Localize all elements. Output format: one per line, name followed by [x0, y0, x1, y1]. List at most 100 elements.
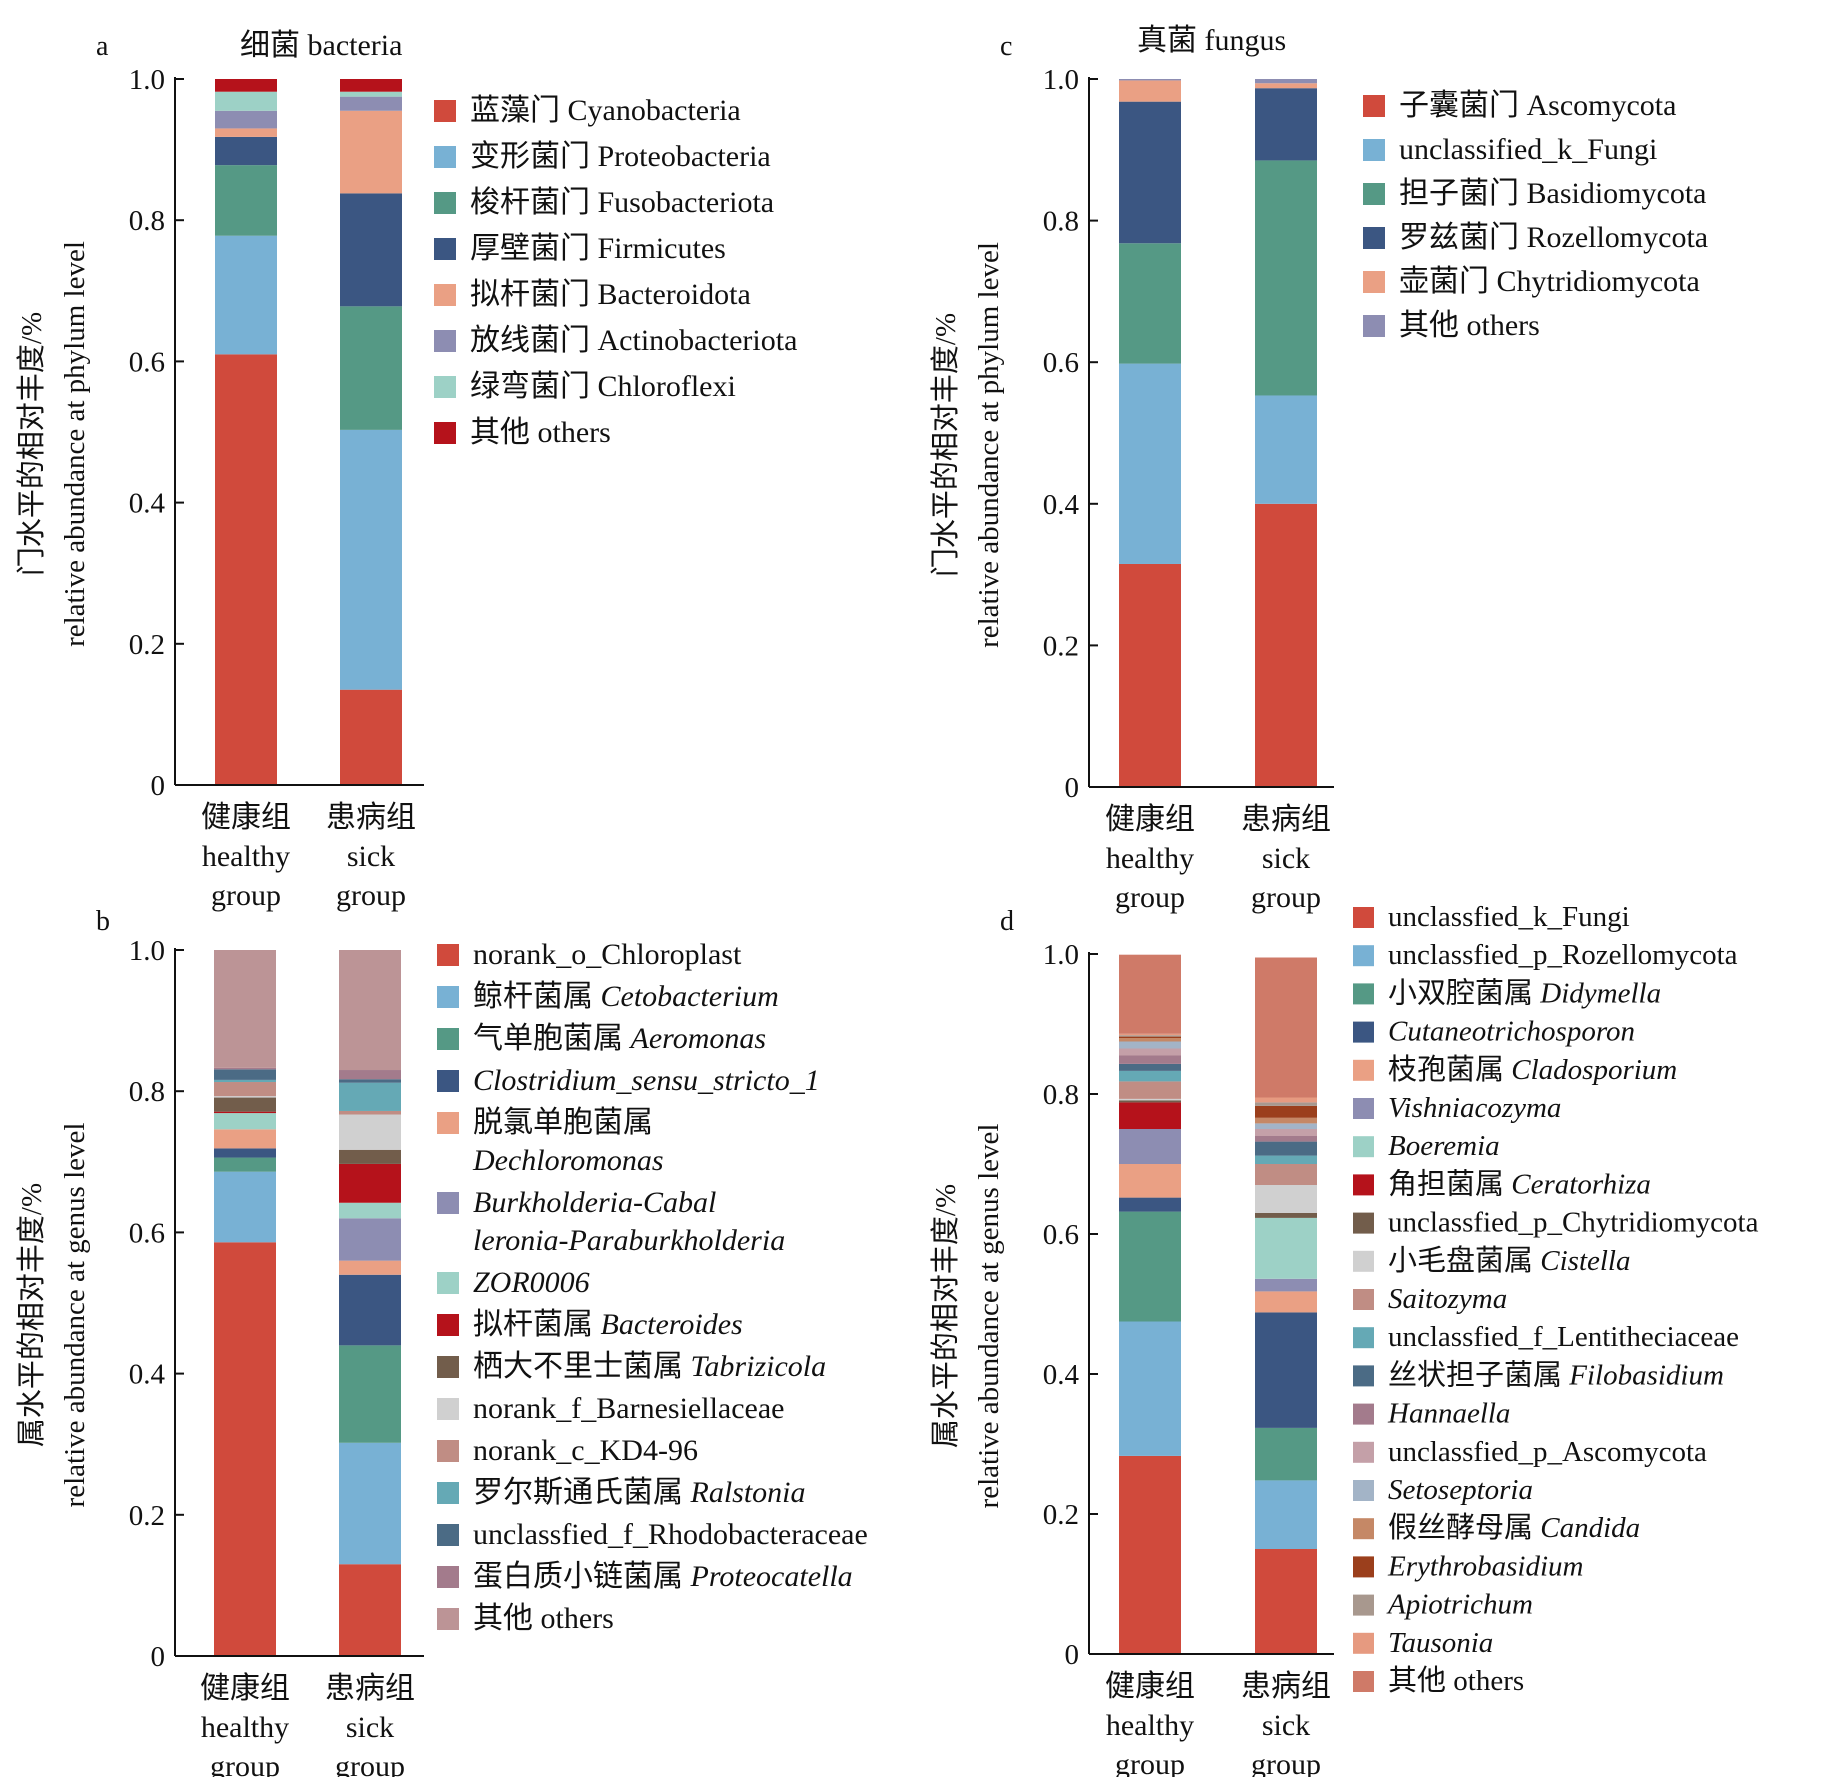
x-tick-label: 健康组 [200, 1672, 290, 1705]
bar-segment [340, 91, 402, 97]
legend-item: 丝状担子菌属 Filobasidium [1353, 1358, 1724, 1391]
legend-label-gap [683, 1560, 691, 1593]
legend-item: 担子菌门 Basidiomycota [1363, 177, 1706, 210]
bar-segment [1255, 957, 1317, 1098]
x-tick-label: sick [346, 1711, 394, 1744]
legend-label-en: Setoseptoria [1388, 1474, 1533, 1506]
y-tick-label: 0.8 [1043, 1079, 1079, 1111]
legend-item: Hannaella [1353, 1398, 1510, 1430]
legend-swatch [1353, 1059, 1374, 1081]
legend-label-en: Cutaneotrichosporon [1388, 1016, 1635, 1048]
bar-segment [1255, 1480, 1317, 1549]
legend-swatch [1353, 1289, 1374, 1310]
legend-label: 脱氯单胞菌属 [473, 1106, 653, 1139]
legend-label-en: unclassfied_f_Lentitheciaceae [1388, 1321, 1739, 1353]
legend-label: Vishniacozyma [1388, 1092, 1561, 1124]
legend-label-cn: 放线菌门 [470, 324, 590, 357]
legend-label: Burkholderia-Cabal [473, 1186, 716, 1219]
legend-label-en: unclassfied_p_Rozellomycota [1388, 939, 1738, 971]
legend-label-cn: 担子菌门 [1399, 177, 1519, 210]
x-tick-label: group [211, 879, 281, 912]
bar-segment [1255, 1312, 1317, 1428]
y-tick-label: 1.0 [1043, 939, 1079, 971]
y-tick-label: 1.0 [129, 935, 165, 967]
x-tick-label: group [336, 879, 406, 912]
legend-item: Boeremia [1353, 1130, 1500, 1162]
bar-segment [1255, 1278, 1317, 1292]
legend-label-en: Fusobacteriota [598, 186, 775, 219]
legend-label: 鲸杆菌属 Cetobacterium [473, 980, 779, 1013]
legend-label: Erythrobasidium [1387, 1550, 1583, 1582]
bar-segment [339, 1079, 401, 1083]
legend-item: unclassfied_k_Fungi [1353, 901, 1630, 933]
legend-label: unclassfied_p_Ascomycota [1388, 1436, 1707, 1468]
legend-swatch [434, 146, 456, 168]
bar-segment [1119, 1197, 1181, 1212]
legend-label: Tausonia [1388, 1627, 1493, 1659]
legend-swatch [434, 192, 456, 214]
bar-segment [1119, 79, 1181, 81]
bar-segment [1119, 243, 1181, 364]
legend-item: ZOR0006 [437, 1266, 590, 1299]
legend-swatch [1353, 1174, 1374, 1196]
legend-label-gap [1562, 1359, 1569, 1391]
legend-label-en: Saitozyma [1388, 1283, 1507, 1315]
y-tick-label: 0.2 [129, 629, 165, 661]
bar-segment [339, 1274, 401, 1346]
legend-item: Saitozyma [1353, 1283, 1507, 1315]
x-tick-label: group [1115, 1748, 1185, 1777]
legend-label: 枝孢菌属 Cladosporium [1388, 1053, 1677, 1086]
legend-label-en: Ascomycota [1527, 89, 1677, 122]
legend-swatch [1353, 1212, 1374, 1234]
legend-label-cn: 丝状担子菌属 [1388, 1358, 1562, 1391]
bar-segment [215, 235, 277, 355]
legend-swatch [1363, 139, 1385, 161]
bar-segment [1119, 1129, 1181, 1164]
y-tick-label: 0 [151, 1641, 166, 1673]
legend-swatch [434, 422, 456, 444]
bar-segment [340, 96, 402, 111]
legend-swatch [437, 1112, 459, 1134]
legend-label: Saitozyma [1388, 1283, 1507, 1315]
legend-label-en: Firmicutes [598, 232, 726, 265]
bar-segment [339, 1163, 401, 1203]
legend-swatch [1353, 1327, 1374, 1349]
y-tick-label: 0 [1065, 772, 1080, 804]
bar-segment [1255, 1427, 1317, 1481]
y-tick-label: 0.6 [1043, 1219, 1079, 1251]
legend-label-en: Apiotrichum [1386, 1589, 1533, 1621]
legend-label: 其他 others [1399, 309, 1540, 342]
legend-label-gap [1533, 1245, 1540, 1277]
legend-label-cn: 拟杆菌属 [473, 1308, 593, 1341]
bar-segment [215, 165, 277, 236]
legend-label: 拟杆菌属 Bacteroides [473, 1308, 743, 1341]
legend-swatch [437, 1524, 459, 1546]
legend-swatch [1353, 1098, 1374, 1119]
legend-label-en: Hannaella [1387, 1398, 1510, 1430]
legend-item: 壶菌门 Chytridiomycota [1363, 265, 1700, 298]
legend-label-en: Clostridium_sensu_stricto_1 [473, 1064, 820, 1097]
bar-segment [214, 1113, 276, 1130]
legend-item: 小双腔菌属 Didymella [1353, 976, 1661, 1009]
bar-segment [339, 1082, 401, 1111]
y-axis-label: relative abundance at genus level [59, 1123, 91, 1508]
bar-segment [1255, 1097, 1317, 1103]
legend-item: 放线菌门 Actinobacteriota [434, 324, 797, 357]
legend-item: Cutaneotrichosporon [1353, 1016, 1635, 1048]
legend-label-gap [1519, 221, 1527, 254]
bar-segment [214, 1111, 276, 1114]
legend-label-en: Cetobacterium [601, 980, 779, 1013]
bar-segment [214, 1096, 276, 1098]
legend-swatch [434, 100, 456, 122]
bar-segment [340, 193, 402, 307]
y-axis-label: relative abundance at genus level [973, 1124, 1005, 1509]
bar-segment [1119, 1098, 1181, 1101]
x-tick-label: healthy [201, 1711, 289, 1744]
legend-label-cn: 绿弯菌门 [470, 370, 590, 403]
legend-label-cn: 变形菌门 [470, 140, 590, 173]
legend-item: 绿弯菌门 Chloroflexi [434, 370, 736, 403]
legend-label-gap [623, 1022, 631, 1055]
legend-item: 其他 others [437, 1602, 614, 1635]
x-tick-label: sick [347, 840, 395, 873]
bar-segment [339, 1345, 401, 1443]
